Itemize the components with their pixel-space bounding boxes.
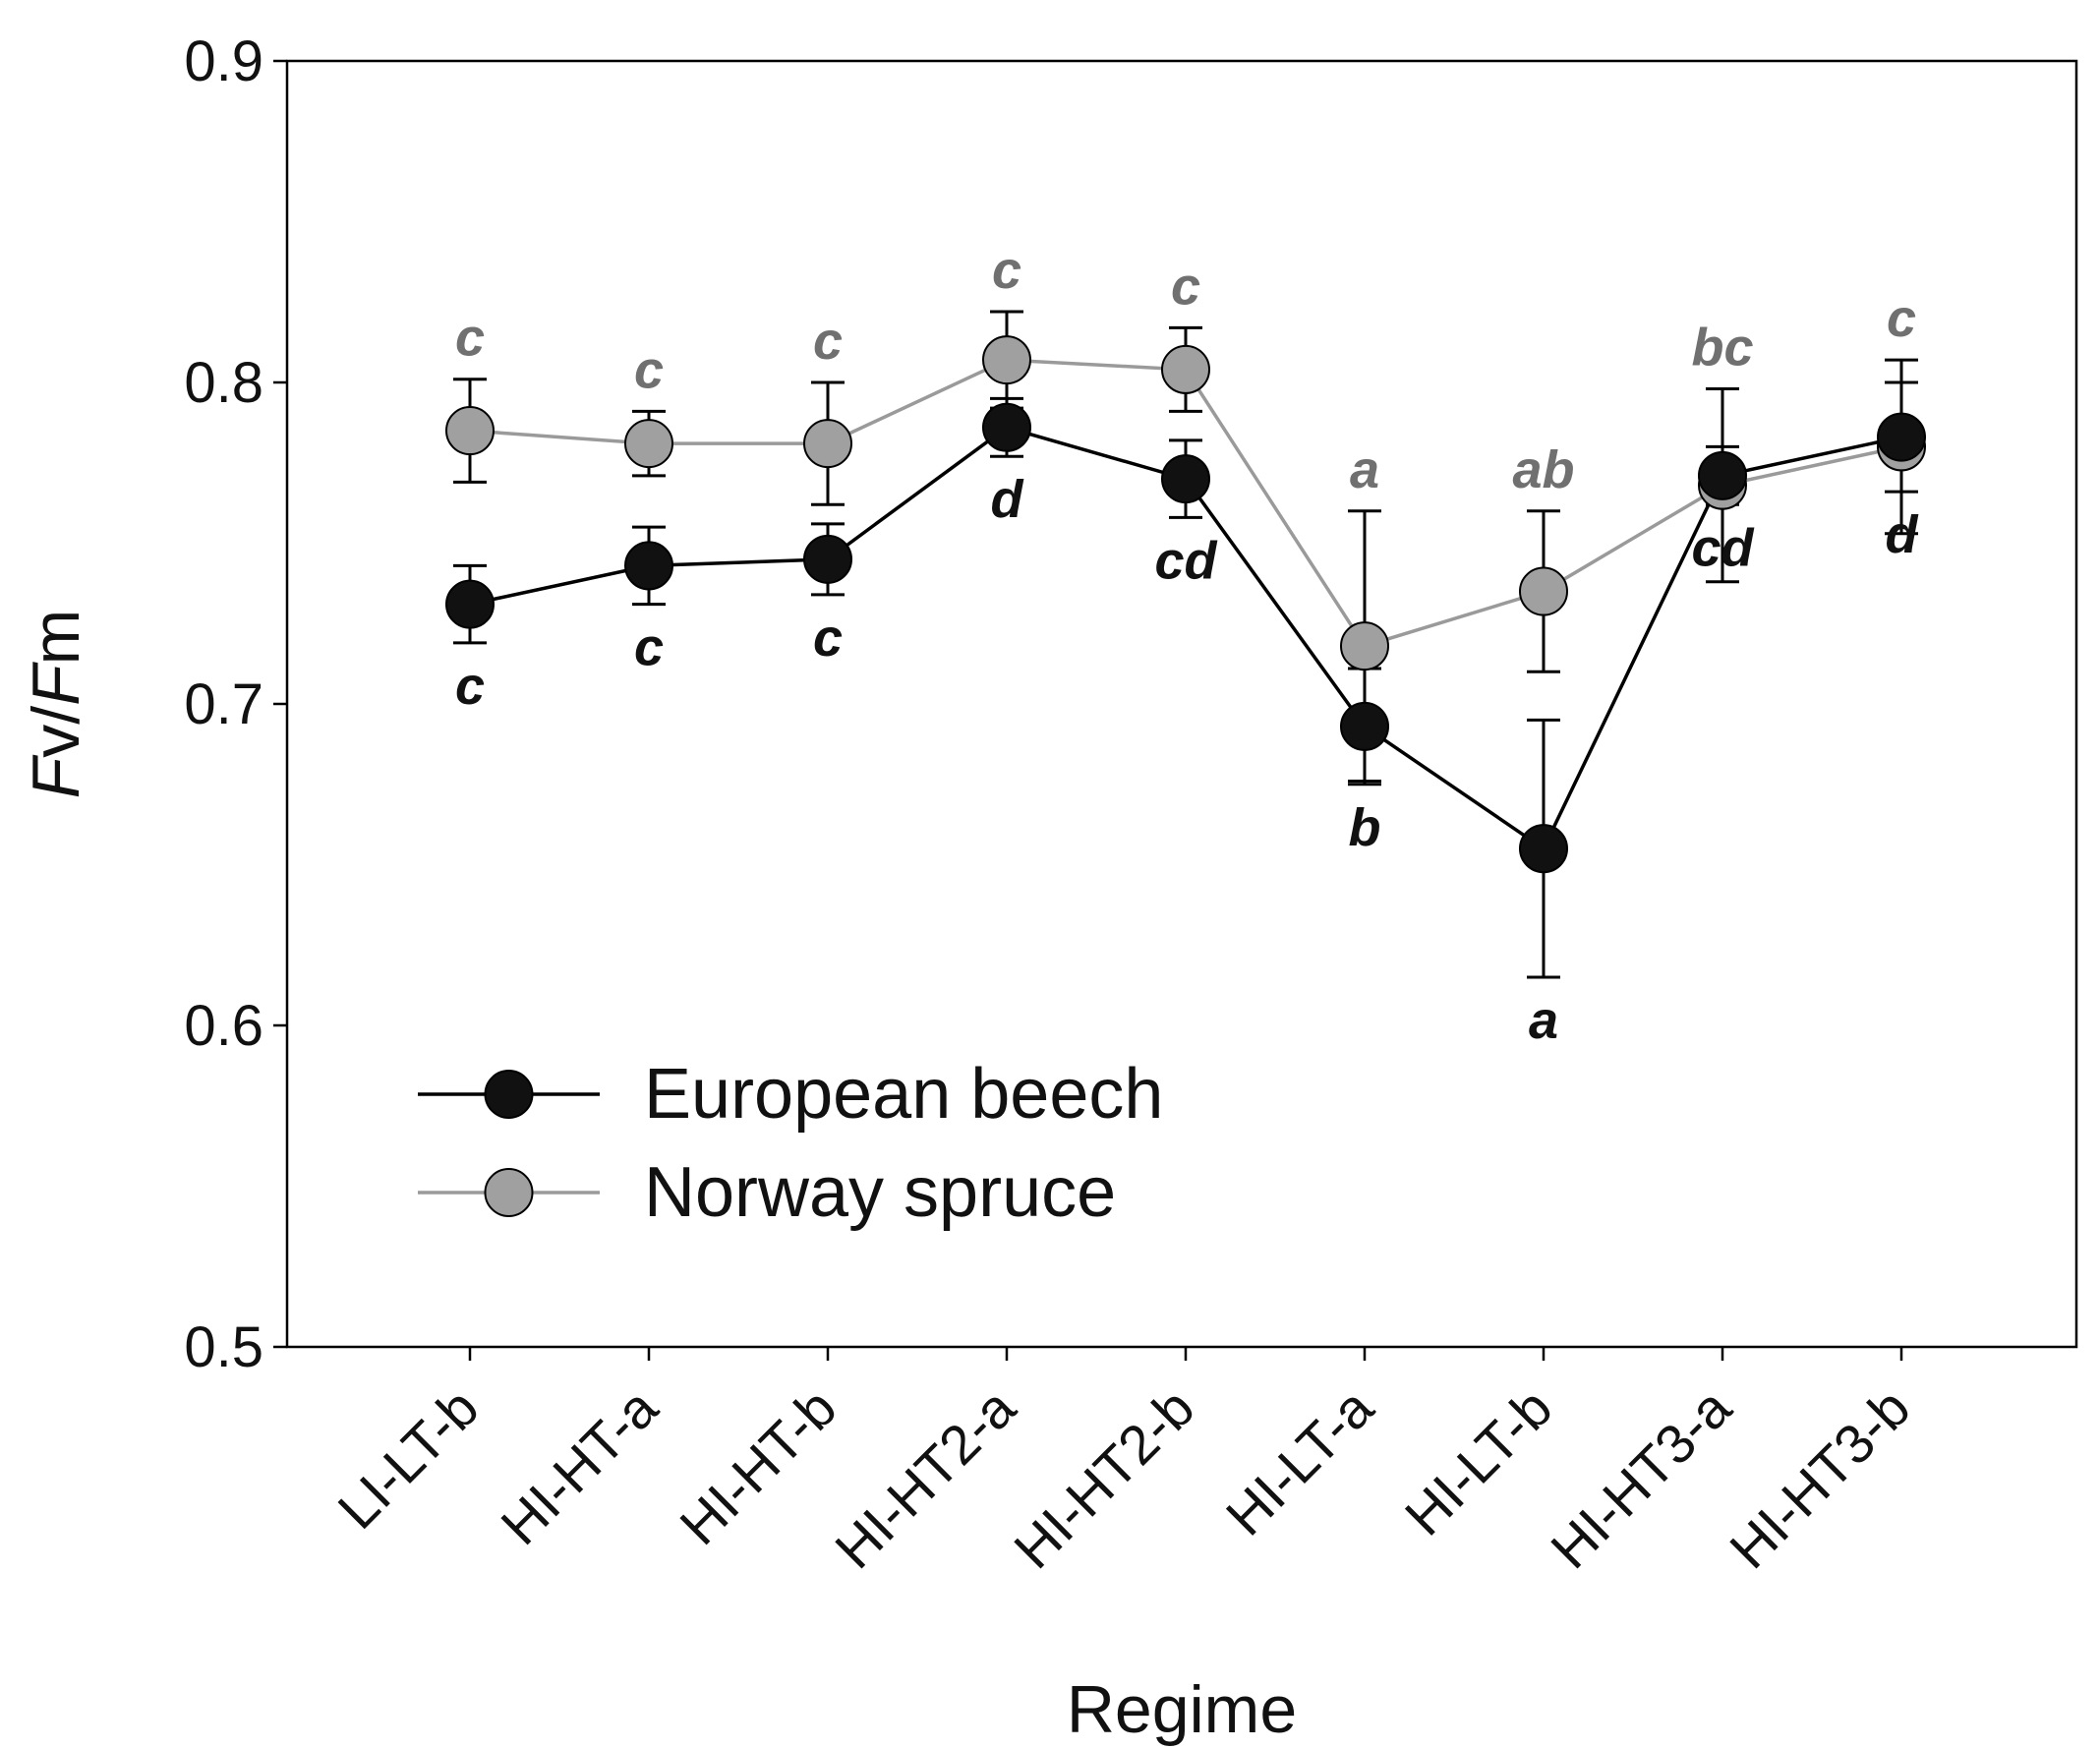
significance-letter-european-beech: d bbox=[991, 470, 1024, 529]
y-tick-label: 0.6 bbox=[184, 994, 263, 1058]
data-point-european-beech bbox=[803, 534, 852, 584]
data-point-norway-spruce bbox=[982, 335, 1031, 385]
data-point-norway-spruce bbox=[1519, 566, 1568, 616]
data-point-norway-spruce bbox=[803, 419, 852, 469]
y-tick-label: 0.8 bbox=[184, 351, 263, 415]
legend-label-european-beech: European beech bbox=[644, 1055, 1163, 1134]
significance-letter-european-beech: c bbox=[813, 609, 843, 668]
significance-letter-european-beech: c bbox=[455, 657, 485, 716]
significance-letter-norway-spruce: c bbox=[455, 309, 485, 368]
significance-letter-european-beech: cd bbox=[1154, 531, 1217, 590]
significance-letter-european-beech: b bbox=[1349, 798, 1381, 857]
x-tick-label: HI-LT-b bbox=[1393, 1376, 1564, 1547]
significance-letter-european-beech: cd bbox=[1691, 518, 1754, 577]
data-point-norway-spruce bbox=[624, 419, 673, 469]
data-point-european-beech bbox=[1340, 701, 1389, 751]
data-point-european-beech bbox=[1161, 454, 1210, 504]
y-axis-title-part: m bbox=[19, 610, 93, 666]
data-point-european-beech bbox=[1698, 450, 1747, 500]
significance-letter-norway-spruce: c bbox=[634, 340, 664, 399]
data-point-european-beech bbox=[445, 579, 495, 629]
data-point-european-beech bbox=[1877, 412, 1926, 462]
x-axis-title: Regime bbox=[1067, 1672, 1297, 1747]
y-axis-title: Fv/Fm bbox=[19, 610, 93, 799]
y-tick-label: 0.9 bbox=[184, 29, 263, 93]
significance-letter-european-beech: d bbox=[1886, 505, 1919, 564]
x-tick-label: LI-LT-b bbox=[325, 1376, 490, 1541]
y-axis-title-part: F bbox=[19, 754, 93, 798]
data-point-european-beech bbox=[624, 541, 673, 591]
significance-letter-norway-spruce: c bbox=[992, 241, 1021, 300]
data-point-norway-spruce bbox=[1340, 621, 1389, 671]
y-axis-title-part: v/ bbox=[19, 706, 93, 758]
significance-letter-european-beech: c bbox=[634, 618, 664, 677]
data-point-norway-spruce bbox=[445, 406, 495, 456]
legend-marker-norway-spruce bbox=[484, 1168, 534, 1217]
significance-letter-norway-spruce: ab bbox=[1512, 440, 1574, 499]
data-point-european-beech bbox=[1519, 824, 1568, 874]
significance-letter-norway-spruce: c bbox=[1887, 289, 1916, 348]
axes: 0.50.60.70.80.9LI-LT-bHI-HT-aHI-HT-bHI-H… bbox=[184, 29, 2078, 1580]
x-tick-label: HI-HT-b bbox=[668, 1376, 847, 1556]
legend-marker-european-beech bbox=[484, 1070, 534, 1119]
significance-letter-norway-spruce: c bbox=[813, 312, 843, 371]
y-tick-label: 0.5 bbox=[184, 1315, 263, 1379]
y-axis-title-part: F bbox=[19, 662, 93, 706]
significance-letter-norway-spruce: a bbox=[1350, 440, 1379, 499]
x-tick-label: HI-HT3-b bbox=[1718, 1376, 1921, 1580]
data-point-european-beech bbox=[982, 402, 1031, 452]
data-point-norway-spruce bbox=[1161, 344, 1210, 394]
y-tick-label: 0.7 bbox=[184, 672, 263, 736]
legend: European beech Norway spruce bbox=[418, 1055, 1163, 1232]
plot-frame bbox=[285, 59, 2078, 1349]
x-tick-label: HI-HT2-a bbox=[823, 1375, 1027, 1580]
significance-letter-european-beech: a bbox=[1529, 991, 1558, 1050]
legend-label-norway-spruce: Norway spruce bbox=[644, 1153, 1116, 1232]
x-tick-label: HI-HT3-a bbox=[1539, 1375, 1743, 1580]
x-tick-label: HI-HT2-b bbox=[1002, 1376, 1205, 1580]
significance-letter-norway-spruce: c bbox=[1171, 257, 1200, 316]
x-tick-label: HI-LT-a bbox=[1214, 1375, 1385, 1546]
x-tick-label: HI-HT-a bbox=[489, 1375, 670, 1556]
significance-letter-norway-spruce: bc bbox=[1691, 319, 1753, 378]
